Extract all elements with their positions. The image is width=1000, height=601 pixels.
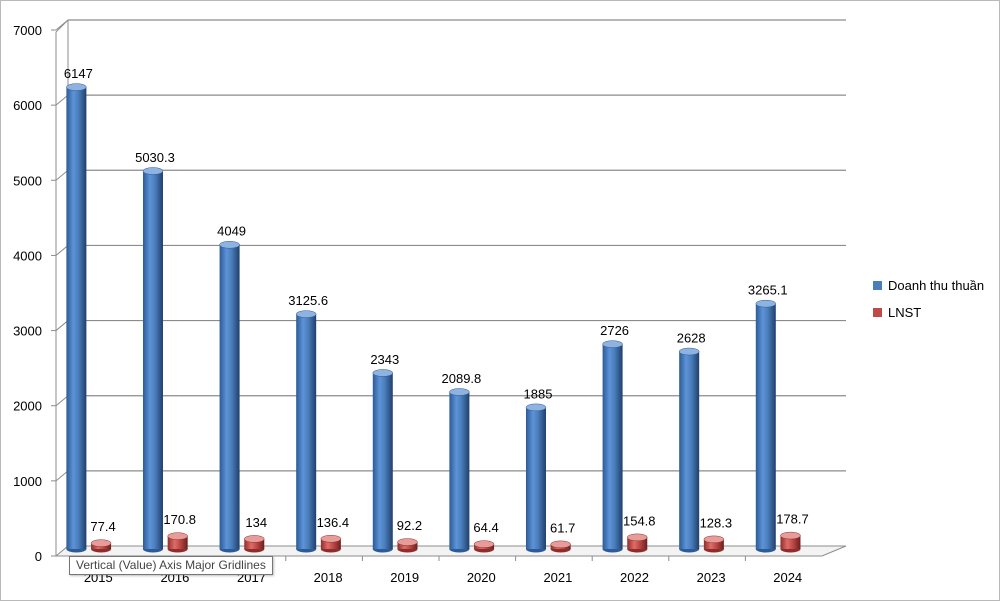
data-label-lnst: 61.7 bbox=[550, 520, 575, 535]
data-label-revenue: 2726 bbox=[600, 323, 629, 338]
data-label-lnst: 178.7 bbox=[776, 512, 809, 527]
x-tick-label: 2021 bbox=[543, 570, 572, 585]
bar-revenue[interactable] bbox=[295, 310, 317, 553]
y-tick-label: 5000 bbox=[13, 173, 42, 188]
gridline-side bbox=[55, 395, 69, 407]
bar-revenue[interactable] bbox=[372, 369, 394, 553]
data-label-revenue: 4049 bbox=[217, 224, 246, 239]
legend-item-revenue[interactable]: Doanh thu thuần bbox=[873, 278, 984, 293]
x-tick-label: 2024 bbox=[773, 570, 802, 585]
data-label-revenue: 2628 bbox=[677, 331, 706, 346]
bar-revenue[interactable] bbox=[678, 347, 700, 553]
bar-revenue[interactable] bbox=[525, 403, 547, 553]
bar-revenue[interactable] bbox=[219, 240, 240, 553]
data-label-revenue: 2089.8 bbox=[442, 371, 482, 386]
data-label-revenue: 6147 bbox=[64, 66, 93, 81]
data-label-lnst: 136.4 bbox=[317, 515, 350, 530]
bar-revenue[interactable] bbox=[755, 299, 777, 553]
legend-label-lnst: LNST bbox=[888, 305, 922, 320]
x-tick-label: 2018 bbox=[314, 570, 343, 585]
y-tick-label: 0 bbox=[35, 549, 42, 564]
bar-lnst[interactable] bbox=[703, 535, 725, 553]
gridline-side bbox=[55, 320, 69, 331]
y-tick-label: 3000 bbox=[13, 324, 42, 339]
x-tick-label: 2019 bbox=[390, 570, 419, 585]
legend-label-revenue: Doanh thu thuần bbox=[888, 278, 985, 293]
y-tick-label: 7000 bbox=[13, 23, 42, 38]
gridline-side bbox=[55, 470, 69, 482]
y-tick-label: 2000 bbox=[13, 399, 42, 414]
bar-lnst[interactable] bbox=[320, 535, 342, 553]
data-label-lnst: 64.4 bbox=[473, 520, 498, 535]
data-label-revenue: 3125.6 bbox=[288, 293, 328, 308]
gridlines-tooltip: Vertical (Value) Axis Major Gridlines bbox=[69, 556, 273, 575]
y-tick-label: 1000 bbox=[13, 474, 42, 489]
bar-revenue[interactable] bbox=[449, 388, 470, 553]
legend-swatch-lnst bbox=[873, 308, 882, 317]
data-label-lnst: 92.2 bbox=[397, 518, 422, 533]
bar-lnst[interactable] bbox=[473, 540, 495, 553]
x-tick-label: 2020 bbox=[467, 570, 496, 585]
data-label-lnst: 134 bbox=[245, 515, 267, 530]
bar-lnst[interactable] bbox=[244, 535, 265, 553]
bar-revenue[interactable] bbox=[142, 167, 164, 553]
y-tick-label: 4000 bbox=[13, 248, 42, 263]
data-label-revenue: 5030.3 bbox=[135, 150, 175, 165]
bar-lnst[interactable] bbox=[550, 540, 571, 553]
bar-lnst[interactable] bbox=[627, 533, 648, 553]
gridline-side bbox=[55, 94, 69, 106]
gridline-side bbox=[55, 169, 69, 181]
bar-revenue[interactable] bbox=[66, 83, 87, 553]
x-tick-label: 2023 bbox=[697, 570, 726, 585]
bar-revenue[interactable] bbox=[602, 340, 623, 553]
gridline-side bbox=[55, 245, 69, 256]
bar-lnst[interactable] bbox=[780, 531, 801, 553]
gridline-side bbox=[55, 19, 69, 31]
bar-lnst[interactable] bbox=[397, 538, 418, 553]
data-label-revenue: 2343 bbox=[370, 352, 399, 367]
legend-item-lnst[interactable]: LNST bbox=[873, 305, 921, 320]
data-label-revenue: 3265.1 bbox=[748, 283, 788, 298]
bar-lnst[interactable] bbox=[167, 532, 188, 553]
bar-lnst[interactable] bbox=[90, 539, 112, 553]
data-label-revenue: 1885 bbox=[524, 386, 553, 401]
data-label-lnst: 154.8 bbox=[623, 513, 656, 528]
legend-swatch-revenue bbox=[873, 281, 882, 290]
data-label-lnst: 170.8 bbox=[163, 512, 196, 527]
y-tick-label: 6000 bbox=[13, 98, 42, 113]
x-tick-label: 2022 bbox=[620, 570, 649, 585]
data-label-lnst: 128.3 bbox=[700, 515, 733, 530]
data-label-lnst: 77.4 bbox=[90, 519, 115, 534]
